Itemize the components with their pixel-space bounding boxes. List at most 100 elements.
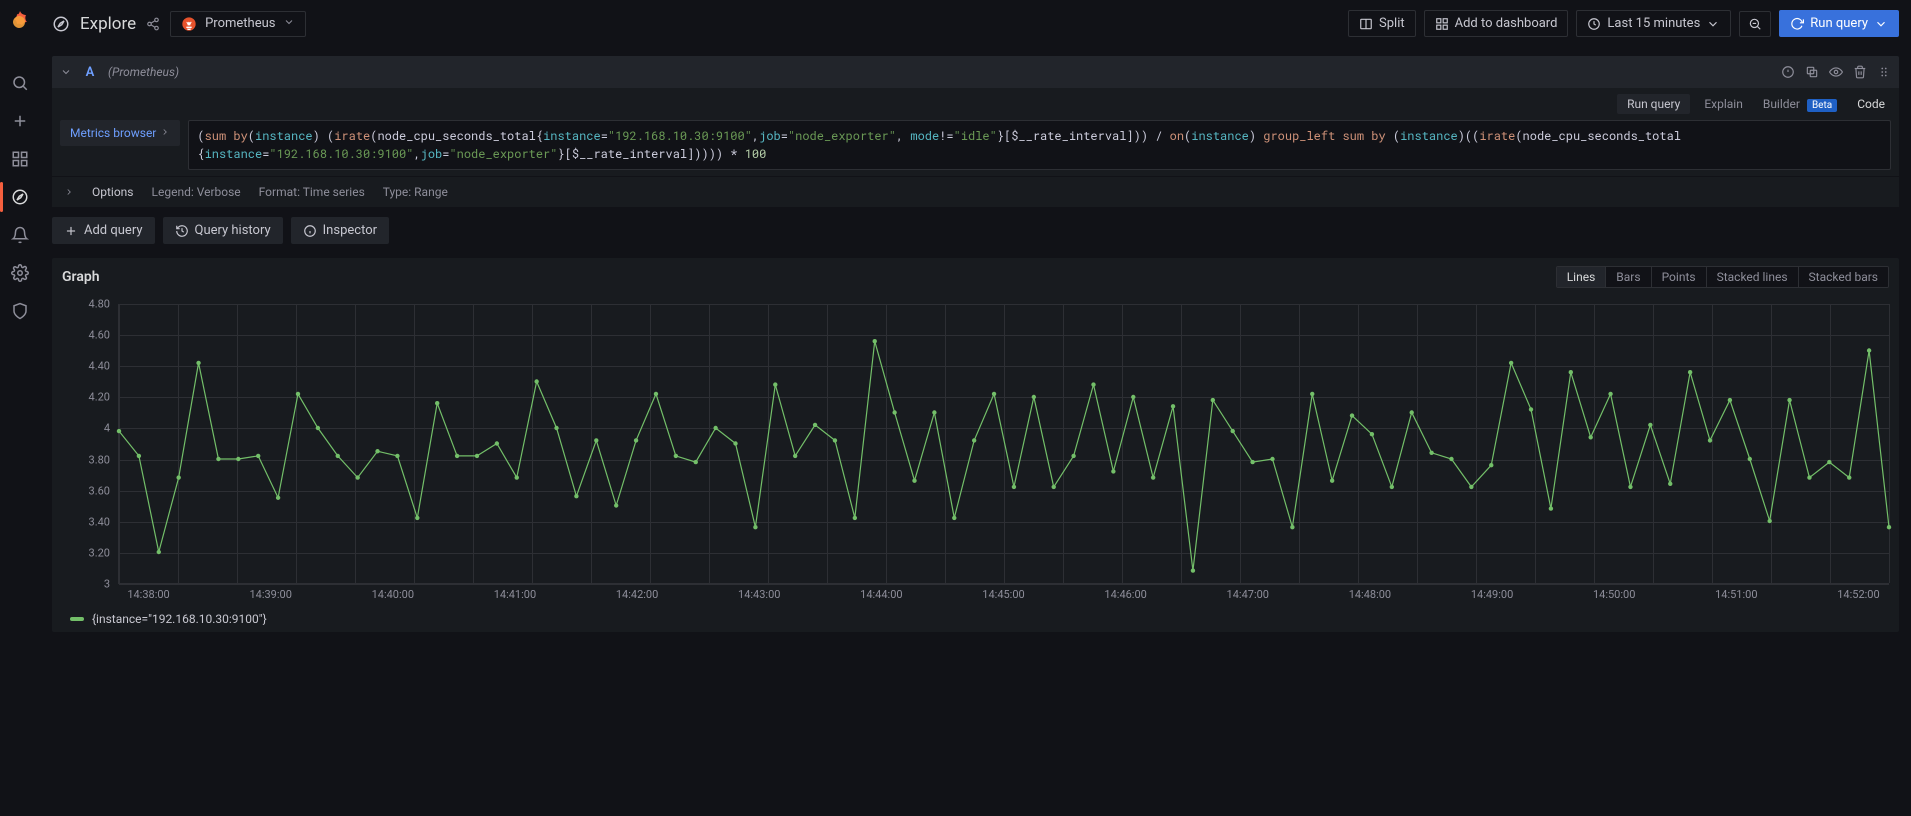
action-row: Add query Query history Inspector [52, 207, 1899, 258]
sidebar-admin[interactable] [0, 292, 40, 330]
options-legend: Legend: Verbose [152, 185, 241, 199]
y-tick: 4.20 [62, 391, 110, 404]
query-options-row: Options Legend: Verbose Format: Time ser… [52, 176, 1899, 207]
query-editor[interactable]: (sum by(instance) (irate(node_cpu_second… [188, 120, 1891, 170]
chevron-down-icon [1706, 17, 1720, 31]
inline-run-query-button[interactable]: Run query [1617, 94, 1690, 114]
x-tick: 14:39:00 [249, 588, 291, 601]
time-range-picker[interactable]: Last 15 minutes [1576, 10, 1731, 37]
metrics-browser-label: Metrics browser [70, 126, 156, 140]
graph-mode-bars[interactable]: Bars [1605, 267, 1650, 287]
beta-badge: Beta [1807, 99, 1837, 112]
add-query-button[interactable]: Add query [52, 217, 155, 244]
zoom-out-icon [1748, 17, 1762, 31]
delete-query-icon[interactable] [1853, 65, 1867, 79]
page-title: Explore [80, 14, 136, 34]
y-tick: 4 [62, 422, 110, 435]
x-tick: 14:52:00 [1837, 588, 1879, 601]
graph-mode-stacked-bars[interactable]: Stacked bars [1798, 267, 1888, 287]
query-header: A (Prometheus) [52, 56, 1899, 88]
query-hint-icon[interactable] [1781, 65, 1795, 79]
query-history-button[interactable]: Query history [163, 217, 283, 244]
query-history-label: Query history [195, 223, 271, 238]
chevron-down-icon [1874, 17, 1888, 31]
plus-icon [64, 224, 78, 238]
toggle-visibility-icon[interactable] [1829, 65, 1843, 79]
query-row: A (Prometheus) Run query Explain Builder [52, 56, 1899, 207]
x-tick: 14:51:00 [1715, 588, 1757, 601]
collapse-query-icon[interactable] [60, 66, 72, 78]
chevron-down-icon [283, 16, 295, 32]
x-axis: 14:38:00 14:39:00 14:40:00 14:41:00 14:42:00… [118, 584, 1889, 606]
graph-panel: Graph LinesBarsPointsStacked linesStacke… [52, 258, 1899, 632]
graph-mode-stacked-lines[interactable]: Stacked lines [1706, 267, 1798, 287]
grafana-logo[interactable] [6, 8, 34, 36]
split-button[interactable]: Split [1348, 10, 1416, 37]
query-datasource-note: (Prometheus) [108, 65, 179, 79]
share-icon[interactable] [146, 17, 160, 31]
y-tick: 3.80 [62, 453, 110, 466]
sidebar-create[interactable] [0, 102, 40, 140]
x-tick: 14:44:00 [860, 588, 902, 601]
chart: 4.804.604.404.2043.803.603.403.203 14:38… [62, 304, 1889, 606]
metrics-browser-button[interactable]: Metrics browser [60, 120, 180, 146]
y-tick: 4.80 [62, 298, 110, 311]
query-letter: A [82, 65, 98, 80]
info-icon [303, 224, 317, 238]
graph-mode-points[interactable]: Points [1651, 267, 1706, 287]
plot-area[interactable] [118, 304, 1889, 584]
datasource-picker[interactable]: Prometheus [170, 11, 306, 37]
y-tick: 3.20 [62, 546, 110, 559]
y-tick: 3.60 [62, 484, 110, 497]
inspector-label: Inspector [323, 223, 377, 238]
drag-handle-icon[interactable] [1877, 65, 1891, 79]
x-tick: 14:50:00 [1593, 588, 1635, 601]
run-query-button[interactable]: Run query [1779, 10, 1899, 37]
sidebar-search[interactable] [0, 64, 40, 102]
x-tick: 14:43:00 [738, 588, 780, 601]
graph-title: Graph [62, 269, 100, 285]
y-tick: 4.60 [62, 329, 110, 342]
compass-icon [52, 15, 70, 33]
add-to-dashboard-label: Add to dashboard [1455, 16, 1558, 31]
x-tick: 14:40:00 [372, 588, 414, 601]
inspector-button[interactable]: Inspector [291, 217, 389, 244]
builder-label: Builder [1763, 97, 1800, 111]
x-tick: 14:47:00 [1227, 588, 1269, 601]
prometheus-icon [181, 16, 197, 32]
x-tick: 14:41:00 [494, 588, 536, 601]
topbar: Explore Prometheus Split [40, 0, 1911, 48]
sidebar [0, 0, 40, 816]
add-to-dashboard-button[interactable]: Add to dashboard [1424, 10, 1569, 37]
sidebar-explore[interactable] [0, 178, 40, 216]
options-expand-icon[interactable] [64, 187, 74, 197]
run-query-label: Run query [1810, 16, 1868, 31]
history-icon [175, 224, 189, 238]
zoom-out-button[interactable] [1739, 11, 1771, 37]
x-tick: 14:38:00 [127, 588, 169, 601]
add-query-label: Add query [84, 223, 143, 238]
x-tick: 14:45:00 [982, 588, 1024, 601]
duplicate-query-icon[interactable] [1805, 65, 1819, 79]
y-tick: 4.40 [62, 360, 110, 373]
y-axis: 4.804.604.404.2043.803.603.403.203 [62, 304, 118, 580]
explain-toggle[interactable]: Explain [1698, 94, 1749, 114]
options-label[interactable]: Options [92, 185, 134, 199]
sidebar-dashboards[interactable] [0, 140, 40, 178]
code-toggle[interactable]: Code [1851, 94, 1891, 114]
x-tick: 14:42:00 [616, 588, 658, 601]
graph-mode-lines[interactable]: Lines [1557, 267, 1606, 287]
legend[interactable]: {instance="192.168.10.30:9100"} [70, 612, 1889, 626]
columns-icon [1359, 17, 1373, 31]
y-tick: 3.40 [62, 515, 110, 528]
time-range-label: Last 15 minutes [1607, 16, 1700, 31]
sidebar-configuration[interactable] [0, 254, 40, 292]
query-tools: Run query Explain Builder Beta Code [52, 88, 1899, 114]
chevron-right-icon [160, 126, 170, 140]
clock-icon [1587, 17, 1601, 31]
split-label: Split [1379, 16, 1405, 31]
sidebar-alerting[interactable] [0, 216, 40, 254]
refresh-icon [1790, 17, 1804, 31]
x-tick: 14:48:00 [1349, 588, 1391, 601]
builder-toggle[interactable]: Builder Beta [1757, 94, 1843, 114]
